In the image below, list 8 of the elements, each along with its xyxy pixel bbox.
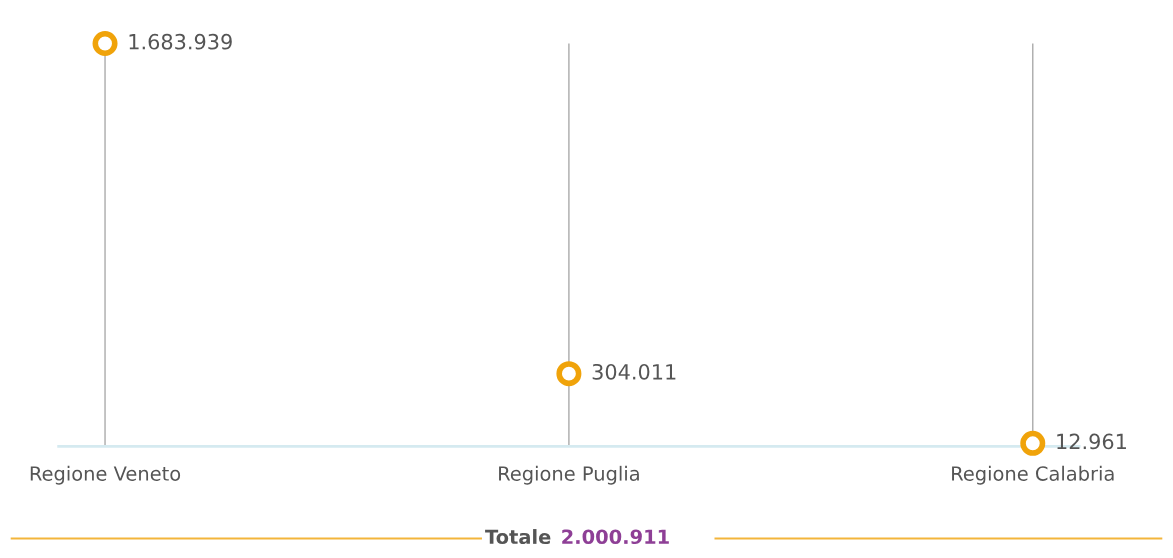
data-label: 1.683.939 — [129, 33, 232, 50]
x-tick-label: Regione Puglia — [499, 465, 639, 485]
text: 2.000.911 — [562, 529, 669, 545]
data-label: 304.011 — [592, 363, 676, 380]
x-tick-label: Regione Calabria — [952, 465, 1114, 485]
text: Totale — [485, 529, 551, 545]
x-tick-label: Regione Veneto — [30, 465, 181, 485]
data-label: 12.961 — [1057, 433, 1126, 450]
